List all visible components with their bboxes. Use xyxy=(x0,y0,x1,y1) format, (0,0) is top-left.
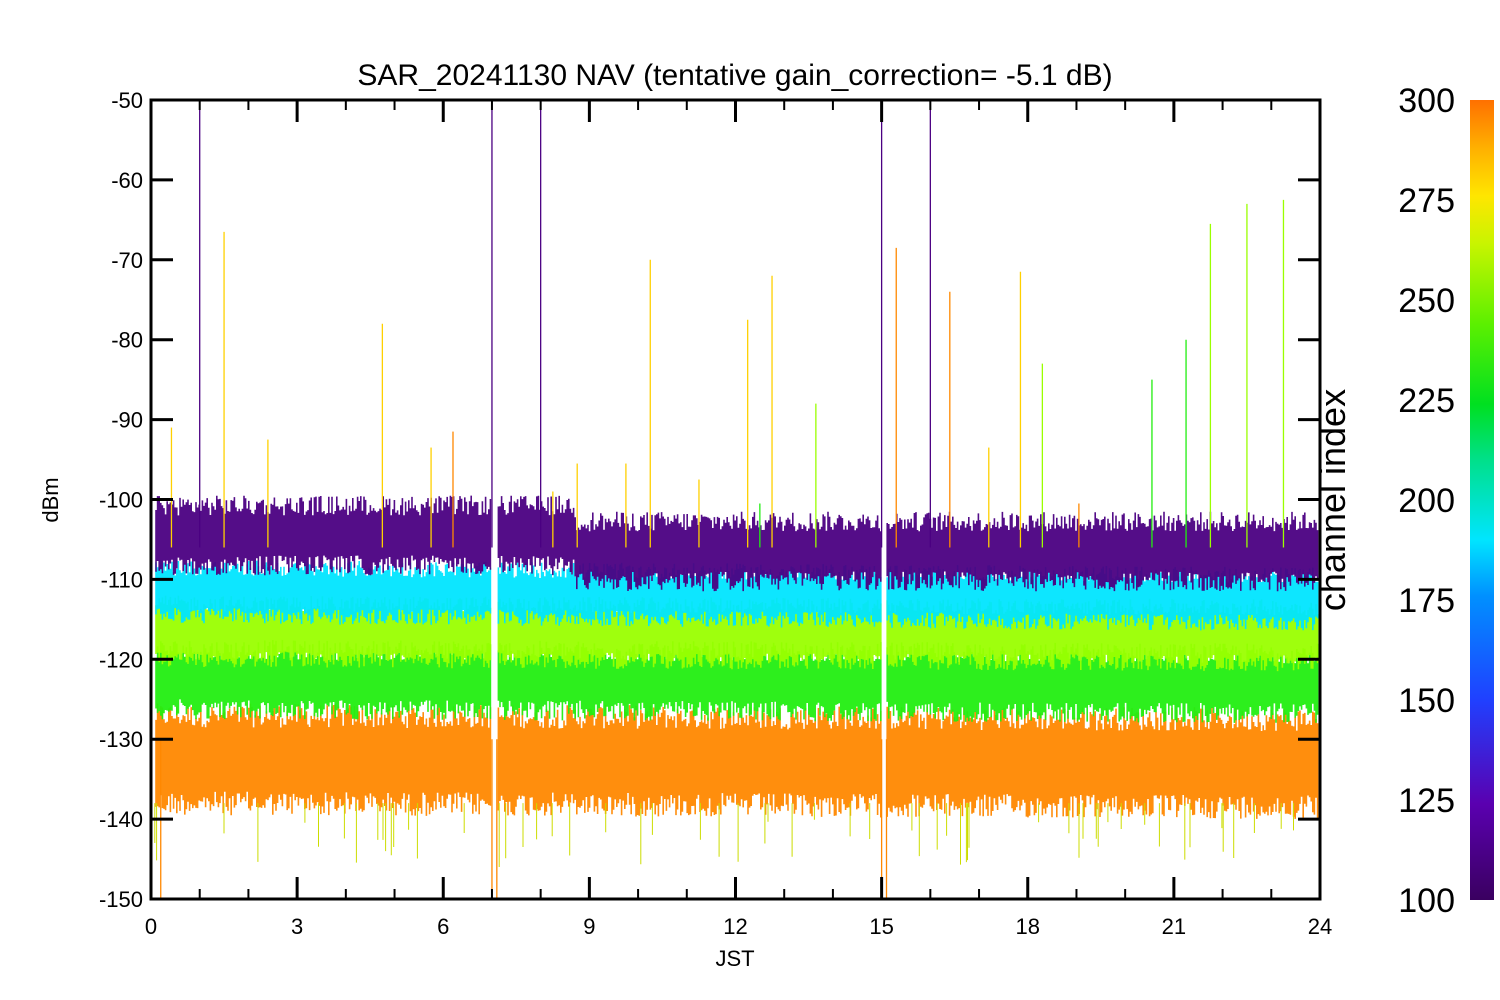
series-band-3 xyxy=(155,560,1319,631)
colorbar-tick-label: 300 xyxy=(1398,82,1455,120)
colorbar: 100 125 150 175 200 225 250 275 300 xyxy=(1398,82,1494,920)
colorbar-tick-label: 150 xyxy=(1398,682,1455,720)
y-tick-label: -80 xyxy=(111,328,143,353)
y-tick-label: -70 xyxy=(111,248,143,273)
x-tick-label: 24 xyxy=(1308,914,1332,939)
y-tick-label: -120 xyxy=(99,647,143,672)
x-tick-label: 6 xyxy=(437,914,449,939)
series-band-1 xyxy=(155,639,1319,723)
y-tick-label: -100 xyxy=(99,488,143,513)
y-tick-label: -50 xyxy=(111,88,143,113)
series-band-4 xyxy=(155,495,1319,592)
y-tick-label: -150 xyxy=(99,887,143,912)
colorbar-tick-label: 125 xyxy=(1398,782,1455,820)
y-tick-label: -110 xyxy=(101,567,143,592)
colorbar-tick-label: 225 xyxy=(1398,382,1455,420)
y-tick-label: -90 xyxy=(111,408,143,433)
x-tick-label: 0 xyxy=(145,914,157,939)
y-tick-label: -60 xyxy=(111,168,143,193)
colorbar-tick-label: 275 xyxy=(1398,182,1455,220)
colorbar-title: channel index xyxy=(1312,389,1353,611)
y-axis-label: dBm xyxy=(38,477,63,522)
colorbar-tick-label: 250 xyxy=(1398,282,1455,320)
x-tick-label: 12 xyxy=(723,914,747,939)
series-band-0 xyxy=(155,703,1319,819)
series-band-2 xyxy=(155,595,1319,672)
colorbar-tick-label: 200 xyxy=(1398,482,1455,520)
chart-title: SAR_20241130 NAV (tentative gain_correct… xyxy=(357,59,1112,92)
x-tick-label: 9 xyxy=(583,914,595,939)
colorbar-gradient xyxy=(1470,100,1494,900)
y-tick-label: -140 xyxy=(99,807,143,832)
colorbar-tick-label: 100 xyxy=(1398,882,1455,920)
x-axis-label: JST xyxy=(715,946,754,971)
series-dips xyxy=(154,803,1294,867)
y-tick-label: -130 xyxy=(99,727,143,752)
x-tick-label: 21 xyxy=(1162,914,1186,939)
x-tick-label: 18 xyxy=(1016,914,1040,939)
colorbar-tick-label: 175 xyxy=(1398,582,1455,620)
x-tick-label: 15 xyxy=(869,914,893,939)
plot-area xyxy=(154,100,1319,899)
axes: -50 -60 -70 -80 -90 -100 -110 -120 -130 -140 -1500… xyxy=(99,88,1332,939)
x-tick-label: 3 xyxy=(291,914,303,939)
